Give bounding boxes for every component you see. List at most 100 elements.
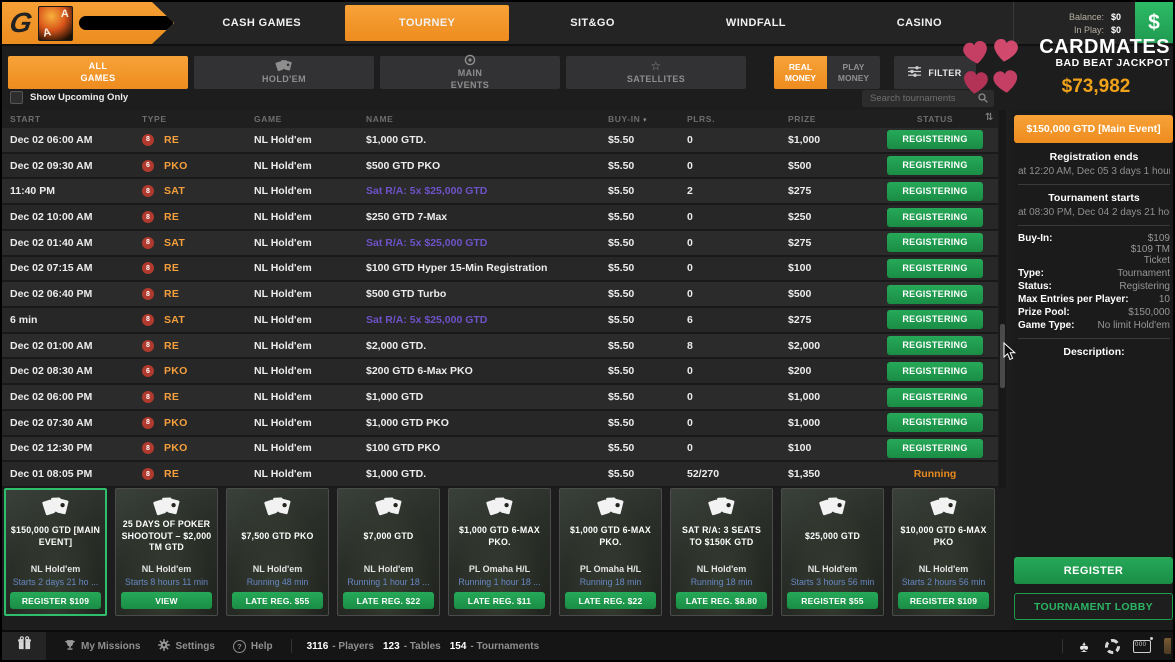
- card-action-button[interactable]: LATE REG. $22: [565, 592, 656, 609]
- row-name: Sat R/A: 5x $25,000 GTD: [366, 185, 488, 198]
- poker-chip-icon[interactable]: [1105, 638, 1120, 654]
- filter-button[interactable]: FILTER: [894, 56, 976, 89]
- col-buyin-sorted[interactable]: BUY-IN: [608, 114, 687, 124]
- sidebar-description: [1018, 365, 1170, 383]
- tab-main-events[interactable]: MAIN EVENTS: [380, 54, 560, 90]
- registering-button[interactable]: REGISTERING: [887, 284, 983, 304]
- featured-tournament-card[interactable]: $7,500 GTD PKO NL Hold'em Running 48 min…: [226, 488, 329, 616]
- table-scrollbar[interactable]: [999, 110, 1006, 488]
- card-action-button[interactable]: REGISTER $109: [10, 592, 101, 609]
- tournament-lobby-button[interactable]: TOURNAMENT LOBBY: [1014, 593, 1173, 620]
- registering-button[interactable]: REGISTERING: [887, 156, 983, 176]
- registering-button[interactable]: REGISTERING: [887, 361, 983, 381]
- selected-tournament-banner[interactable]: $150,000 GTD [Main Event]: [1014, 115, 1173, 143]
- row-status: REGISTERING REGISTERING: [880, 233, 990, 253]
- cards-fan-icon: [151, 494, 183, 519]
- table-row[interactable]: Dec 02 07:15 AM 8 RE NL Hold'em $100 GTD…: [2, 256, 998, 283]
- in-play-value: $0: [1110, 24, 1121, 35]
- card-action-button[interactable]: LATE REG. $11: [454, 592, 545, 609]
- featured-tournament-card[interactable]: $25,000 GTD NL Hold'em Starts 3 hours 56…: [781, 488, 884, 616]
- table-row[interactable]: Dec 02 01:40 AM 8 SAT NL Hold'em Sat R/A…: [2, 230, 998, 257]
- tab-holdem[interactable]: HOLD'EM: [194, 56, 374, 89]
- table-row[interactable]: 11:40 PM 8 SAT NL Hold'em Sat R/A: 5x $2…: [2, 179, 998, 206]
- blackjack-icon[interactable]: ♠: [1076, 638, 1092, 655]
- tab-cash-games[interactable]: CASH GAMES: [222, 17, 301, 29]
- card-title: $1,000 GTD 6-MAX PKO.: [459, 525, 540, 547]
- tab-sitgo[interactable]: SIT&GO: [570, 17, 615, 29]
- featured-tournament-card[interactable]: 25 DAYS OF POKER SHOOTOUT – $2,000 TM GT…: [115, 488, 218, 616]
- search-input[interactable]: [868, 92, 974, 105]
- table-row[interactable]: Dec 02 06:00 PM 8 RE NL Hold'em $1,000 G…: [2, 385, 998, 411]
- registering-button[interactable]: REGISTERING: [887, 233, 983, 253]
- cards-fan-icon: [262, 494, 294, 519]
- tab-tourney[interactable]: TOURNEY: [345, 5, 509, 41]
- registering-button[interactable]: REGISTERING: [887, 413, 983, 433]
- table-row[interactable]: Dec 02 06:40 PM 8 RE NL Hold'em $500 GTD…: [2, 282, 998, 309]
- play-money-toggle[interactable]: PLAY MONEY: [827, 56, 880, 89]
- card-action-button[interactable]: REGISTER $55: [787, 592, 878, 609]
- real-money-toggle[interactable]: REAL MONEY: [774, 56, 827, 89]
- registering-button[interactable]: REGISTERING: [887, 310, 983, 330]
- register-button[interactable]: REGISTER: [1014, 557, 1173, 584]
- col-start[interactable]: START: [10, 114, 41, 124]
- entries-badge: 8: [142, 288, 154, 301]
- table-row[interactable]: Dec 02 08:30 AM 6 PKO NL Hold'em $200 GT…: [2, 359, 998, 386]
- col-name[interactable]: NAME: [366, 114, 394, 124]
- featured-tournament-card[interactable]: $1,000 GTD 6-MAX PKO. PL Omaha H/L Runni…: [559, 488, 662, 616]
- tab-casino[interactable]: CASINO: [896, 17, 942, 29]
- col-game[interactable]: GAME: [254, 114, 282, 124]
- settings-button[interactable]: Settings: [158, 638, 215, 654]
- help-button[interactable]: Help: [232, 639, 273, 653]
- table-row[interactable]: Dec 02 09:30 AM 6 PKO NL Hold'em $500 GT…: [2, 153, 998, 180]
- tab-satellites[interactable]: ☆ SATELLITES: [566, 56, 746, 89]
- featured-tournament-card[interactable]: $150,000 GTD [MAIN EVENT] NL Hold'em Sta…: [4, 488, 107, 616]
- show-upcoming-toggle[interactable]: Show Upcoming Only: [10, 91, 128, 104]
- registering-button[interactable]: REGISTERING: [887, 258, 983, 278]
- registering-button[interactable]: REGISTERING: [887, 130, 983, 150]
- tab-all-games[interactable]: ALL GAMES: [8, 56, 188, 89]
- cashier-button[interactable]: $: [1135, 2, 1173, 43]
- row-name: $250 GTD 7-Max: [366, 211, 448, 224]
- card-action-button[interactable]: LATE REG. $55: [232, 592, 323, 609]
- rewards-button[interactable]: [2, 632, 46, 660]
- table-row[interactable]: Dec 02 07:30 AM 8 PKO NL Hold'em $1,000 …: [2, 410, 998, 437]
- card-action-button[interactable]: VIEW: [121, 592, 212, 609]
- row-type: 8 RE: [142, 391, 254, 404]
- col-status[interactable]: STATUS: [916, 114, 954, 124]
- table-row[interactable]: Dec 02 06:00 AM 8 RE NL Hold'em $1,000 G…: [2, 128, 998, 154]
- my-missions-button[interactable]: My Missions: [64, 639, 140, 654]
- players-count: 3116: [306, 640, 329, 652]
- card-action-button[interactable]: REGISTER $109: [898, 592, 989, 609]
- table-row[interactable]: Dec 02 12:30 PM 8 PKO NL Hold'em $100 GT…: [2, 436, 998, 463]
- tab-windfall[interactable]: WINDFALL: [725, 17, 786, 29]
- featured-tournament-card[interactable]: $10,000 GTD 6-MAX PKO NL Hold'em Starts …: [892, 488, 995, 616]
- featured-tournament-card[interactable]: $1,000 GTD 6-MAX PKO. PL Omaha H/L Runni…: [448, 488, 551, 616]
- registering-button[interactable]: REGISTERING: [887, 336, 983, 356]
- slot-machine-icon[interactable]: [1133, 636, 1153, 653]
- col-prize[interactable]: PRIZE: [788, 114, 817, 124]
- row-game: NL Hold'em: [254, 288, 312, 301]
- upcoming-checkbox[interactable]: [10, 91, 23, 104]
- table-row[interactable]: Dec 01 08:05 PM 8 RE NL Hold'em $1,000 G…: [2, 462, 998, 489]
- featured-tournament-card[interactable]: SAT R/A: 3 SEATS TO $150K GTD NL Hold'em…: [670, 488, 773, 616]
- table-row[interactable]: Dec 02 10:00 AM 8 RE NL Hold'em $250 GTD…: [2, 205, 998, 231]
- card-action-button[interactable]: LATE REG. $8.80: [676, 592, 767, 609]
- registering-button[interactable]: REGISTERING: [887, 387, 983, 407]
- featured-tournament-card[interactable]: $7,000 GTD NL Hold'em Running 1 hour 18 …: [337, 488, 440, 616]
- sort-toggle-icon[interactable]: ⇅: [985, 112, 994, 123]
- card-game: NL Hold'em: [807, 564, 858, 574]
- registering-button[interactable]: REGISTERING: [887, 207, 983, 227]
- col-players[interactable]: PLRS.: [687, 114, 716, 124]
- table-row[interactable]: 6 min 8 SAT NL Hold'em Sat R/A: 5x $25,0…: [2, 308, 998, 334]
- card-action-button[interactable]: LATE REG. $22: [343, 592, 434, 609]
- table-row[interactable]: Dec 02 01:00 AM 8 RE NL Hold'em $2,000 G…: [2, 333, 998, 360]
- registering-button[interactable]: REGISTERING: [887, 438, 983, 458]
- type-label: PKO: [164, 442, 188, 455]
- row-status: REGISTERING REGISTERING: [880, 258, 990, 278]
- registering-button[interactable]: REGISTERING: [887, 181, 983, 201]
- col-type[interactable]: TYPE: [142, 114, 167, 124]
- scrollbar-thumb[interactable]: [1000, 324, 1005, 388]
- card-status: Running 1 hour 18 ...: [347, 577, 430, 587]
- row-type: 8 PKO: [142, 416, 254, 429]
